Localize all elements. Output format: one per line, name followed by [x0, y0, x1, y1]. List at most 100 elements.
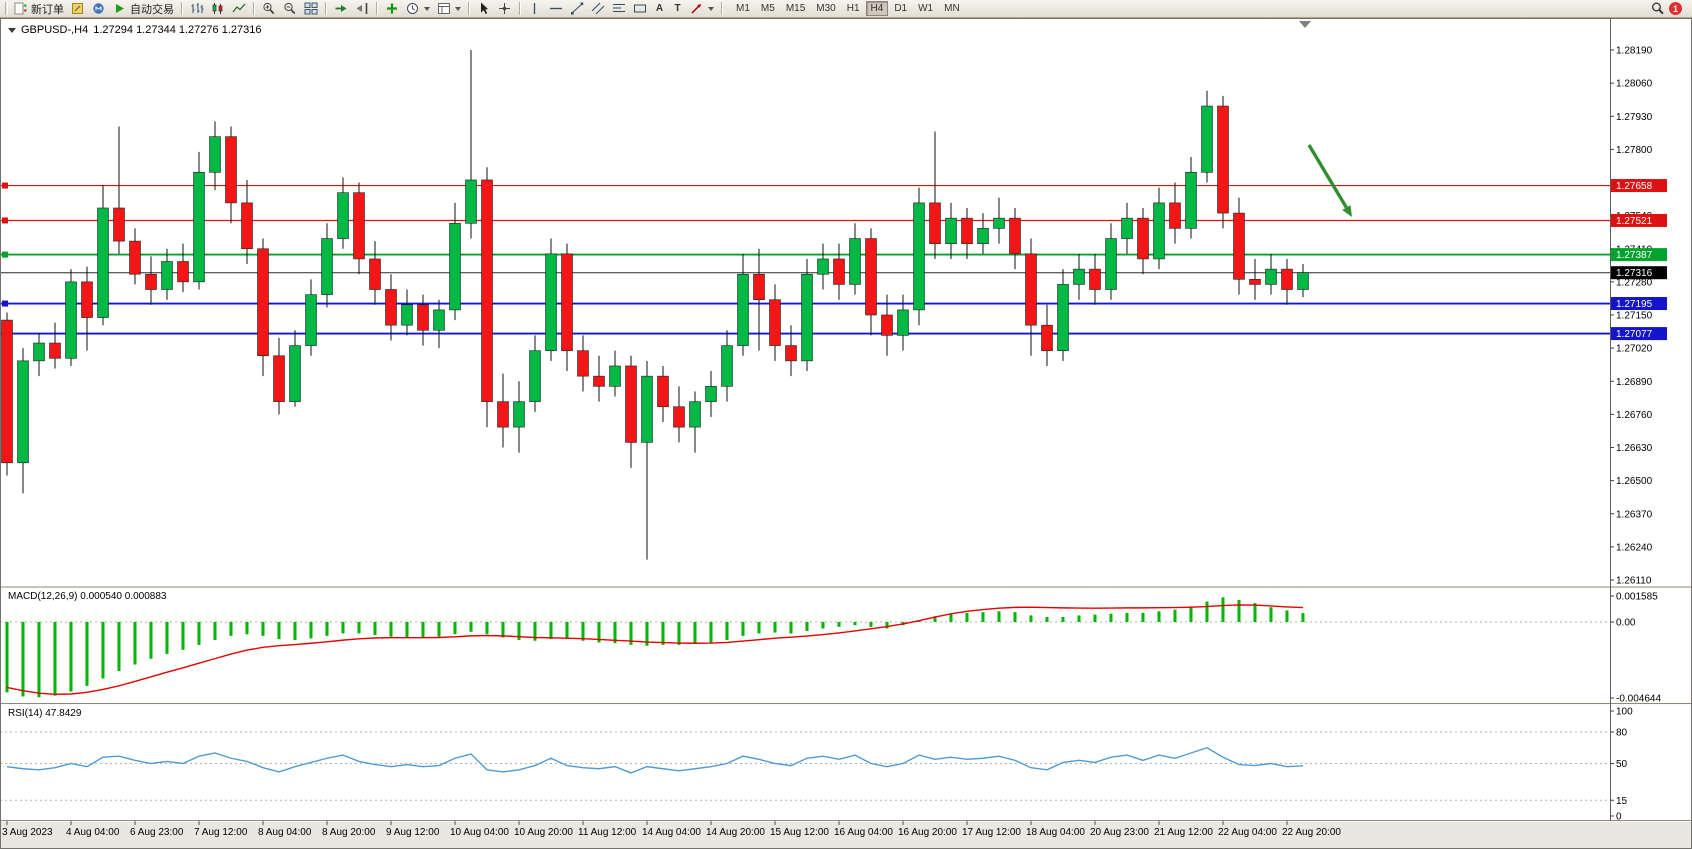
timeframe-button-m15[interactable]: M15	[785, 3, 806, 14]
chart-background	[0, 18, 1692, 849]
svg-text:-0.004644: -0.004644	[1616, 694, 1661, 705]
svg-text:22 Aug 20:00: 22 Aug 20:00	[1282, 827, 1341, 838]
chevron-down-icon	[708, 6, 714, 11]
text-label-button[interactable]: T	[669, 1, 686, 17]
autotrading-button[interactable]: 自动交易	[110, 1, 177, 17]
shapes-button[interactable]	[630, 1, 650, 17]
new-order-button[interactable]: 新订单	[11, 1, 67, 17]
svg-text:1.27020: 1.27020	[1616, 344, 1653, 355]
text-tool-button[interactable]: A	[651, 1, 668, 17]
line-chart-button[interactable]	[229, 1, 249, 17]
zoom-out-button[interactable]	[280, 1, 300, 17]
timeframe-button-d1[interactable]: D1	[894, 3, 908, 14]
toolbar-grip[interactable]	[5, 2, 8, 15]
mql5-community-button[interactable]	[89, 1, 109, 17]
svg-text:1.27521: 1.27521	[1616, 216, 1653, 227]
fibonacci-button[interactable]	[609, 1, 629, 17]
trendline-button[interactable]	[567, 1, 587, 17]
svg-text:1.27280: 1.27280	[1616, 277, 1653, 288]
svg-text:17 Aug 12:00: 17 Aug 12:00	[962, 827, 1021, 838]
text-tool-icon: A	[655, 3, 664, 14]
timeframe-button-mn[interactable]: MN	[944, 3, 960, 14]
svg-text:1.27930: 1.27930	[1616, 112, 1653, 123]
svg-text:14 Aug 04:00: 14 Aug 04:00	[642, 827, 701, 838]
svg-text:1.27800: 1.27800	[1616, 145, 1653, 156]
svg-text:14 Aug 20:00: 14 Aug 20:00	[706, 827, 765, 838]
toolbar-separator	[376, 2, 378, 15]
chart-title: GBPUSD-,H4 1.27294 1.27344 1.27276 1.273…	[8, 24, 261, 36]
macd-layer	[5, 597, 1305, 698]
cursor-icon	[481, 2, 488, 14]
chart-shift-marker	[1299, 21, 1311, 28]
timeframe-button-m1[interactable]: M1	[736, 3, 750, 14]
svg-text:21 Aug 12:00: 21 Aug 12:00	[1154, 827, 1213, 838]
annotation-arrow	[1299, 21, 1352, 217]
new-order-icon	[14, 2, 27, 15]
chevron-down-icon	[455, 6, 461, 11]
arrow-tools-button[interactable]	[687, 1, 717, 17]
timeframe-button-h4[interactable]: H4	[865, 1, 889, 16]
svg-text:10 Aug 20:00: 10 Aug 20:00	[514, 827, 573, 838]
chart-symbol-period: GBPUSD-,H4	[21, 24, 89, 36]
svg-text:10 Aug 04:00: 10 Aug 04:00	[450, 827, 509, 838]
toolbar-separator	[325, 2, 327, 15]
search-button[interactable]	[1648, 1, 1668, 17]
arrow-object-icon	[691, 4, 701, 14]
autotrading-play-icon	[116, 4, 124, 13]
svg-text:22 Aug 04:00: 22 Aug 04:00	[1218, 827, 1277, 838]
periods-button[interactable]	[403, 1, 433, 17]
add-indicator-icon	[387, 3, 397, 14]
zoom-in-icon	[263, 2, 275, 15]
svg-text:1.26760: 1.26760	[1616, 410, 1653, 421]
vertical-line-button[interactable]	[525, 1, 545, 17]
svg-text:1.26370: 1.26370	[1616, 509, 1653, 520]
auto-scroll-button[interactable]	[331, 1, 351, 17]
svg-text:1.26630: 1.26630	[1616, 443, 1653, 454]
channel-icon	[591, 2, 605, 15]
cursor-button[interactable]	[474, 1, 494, 17]
crosshair-button[interactable]	[495, 1, 515, 17]
notification-badge[interactable]: 1	[1669, 2, 1682, 15]
rsi-indicator-label: RSI(14) 47.8429	[8, 708, 82, 719]
svg-text:8 Aug 04:00: 8 Aug 04:00	[258, 827, 312, 838]
timeframe-button-w1[interactable]: W1	[918, 3, 934, 14]
svg-text:1.26240: 1.26240	[1616, 542, 1653, 553]
text-label-icon: T	[674, 3, 681, 14]
svg-text:1.27195: 1.27195	[1616, 299, 1653, 310]
template-icon	[438, 3, 450, 14]
indicators-button[interactable]	[382, 1, 402, 17]
svg-text:4 Aug 04:00: 4 Aug 04:00	[66, 827, 120, 838]
svg-text:16 Aug 04:00: 16 Aug 04:00	[834, 827, 893, 838]
rectangle-shape-icon	[634, 4, 646, 13]
toolbar-separator	[253, 2, 255, 15]
svg-text:20 Aug 23:00: 20 Aug 23:00	[1090, 827, 1149, 838]
svg-text:0: 0	[1616, 812, 1622, 823]
candlestick-chart-button[interactable]	[208, 1, 228, 17]
svg-text:80: 80	[1616, 728, 1628, 739]
zoom-in-button[interactable]	[259, 1, 279, 17]
equidistant-channel-button[interactable]	[588, 1, 608, 17]
macd-indicator-label: MACD(12,26,9) 0.000540 0.000883	[8, 591, 167, 602]
svg-text:1.26890: 1.26890	[1616, 377, 1653, 388]
tile-windows-icon	[304, 2, 318, 15]
trendline-icon	[571, 2, 584, 15]
bar-chart-button[interactable]	[187, 1, 207, 17]
timeframe-button-m30[interactable]: M30	[816, 3, 836, 14]
horizontal-line-button[interactable]	[546, 1, 566, 17]
chart-ohlc-values: 1.27294 1.27344 1.27276 1.27316	[93, 24, 262, 36]
tile-windows-button[interactable]	[301, 1, 321, 17]
chart-menu-icon[interactable]	[8, 27, 16, 33]
svg-text:50: 50	[1616, 759, 1628, 770]
svg-text:1.27077: 1.27077	[1616, 329, 1653, 340]
timeframe-button-h1[interactable]: H1	[846, 3, 860, 14]
search-icon	[1652, 2, 1664, 15]
svg-text:16 Aug 20:00: 16 Aug 20:00	[898, 827, 957, 838]
metaeditor-button[interactable]	[68, 1, 88, 17]
chart-shift-button[interactable]	[352, 1, 372, 17]
crosshair-icon	[499, 3, 510, 14]
timeframe-button-m5[interactable]: M5	[760, 3, 775, 14]
svg-text:1.28190: 1.28190	[1616, 46, 1653, 57]
templates-button[interactable]	[434, 1, 464, 17]
price-tags: 1.27658 1.27521 1.27387 1.27195 1.27077 1.273…	[1611, 179, 1667, 341]
